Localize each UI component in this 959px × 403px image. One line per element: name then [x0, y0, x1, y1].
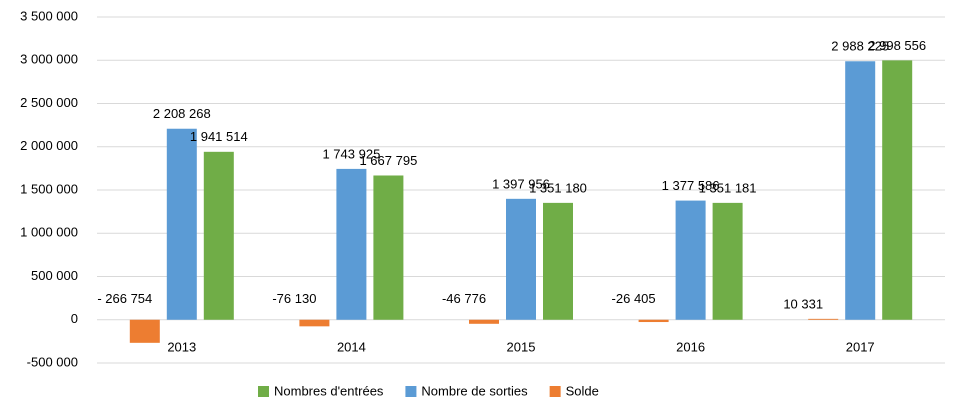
- bar: [373, 175, 404, 320]
- y-tick-label: 1 500 000: [20, 181, 78, 196]
- data-label: -26 405: [612, 291, 656, 306]
- y-tick-label: 2 000 000: [20, 138, 78, 153]
- legend-label: Nombres d'entrées: [274, 383, 384, 398]
- bar: [638, 319, 669, 323]
- bar: [203, 151, 234, 320]
- bar: [129, 319, 160, 343]
- bar: [299, 319, 330, 327]
- data-label: 1 397 956: [492, 176, 550, 191]
- y-tick-label: -500 000: [27, 354, 78, 369]
- bar: [166, 128, 197, 320]
- x-tick-label: 2016: [676, 339, 705, 354]
- bar: [506, 198, 536, 320]
- legend-swatch: [549, 386, 561, 397]
- data-label: -76 130: [272, 291, 316, 306]
- legend-label: Solde: [566, 383, 599, 398]
- data-label: - 266 754: [97, 291, 152, 306]
- data-label: 10 331: [783, 296, 823, 311]
- bar: [712, 202, 743, 320]
- x-tick-label: 2015: [507, 339, 536, 354]
- y-tick-label: 0: [71, 311, 78, 326]
- legend-swatch: [405, 386, 417, 397]
- x-tick-label: 2017: [846, 339, 875, 354]
- bar: [882, 60, 913, 320]
- data-label: 1 667 795: [359, 153, 417, 168]
- data-label: 2 998 556: [868, 38, 926, 53]
- bar: [543, 202, 573, 320]
- x-tick-label: 2013: [167, 339, 196, 354]
- data-label: 1 351 181: [699, 180, 757, 195]
- data-label: 1 941 514: [190, 129, 248, 144]
- legend-swatch: [258, 386, 269, 397]
- legend-label: Nombre de sorties: [421, 383, 528, 398]
- bar: [675, 200, 706, 320]
- y-tick-label: 1 000 000: [20, 225, 78, 240]
- y-tick-label: 3 000 000: [20, 52, 78, 67]
- y-tick-label: 2 500 000: [20, 95, 78, 110]
- data-label: -46 776: [442, 291, 486, 306]
- data-label: 1 351 180: [529, 180, 587, 195]
- bar: [336, 168, 367, 320]
- bar: [808, 318, 839, 320]
- data-label: 2 208 268: [153, 106, 211, 121]
- y-tick-label: 500 000: [31, 268, 78, 283]
- bar: [845, 61, 876, 320]
- data-label: 1 377 586: [662, 178, 720, 193]
- y-tick-label: 3 500 000: [20, 8, 78, 23]
- x-tick-label: 2014: [337, 339, 366, 354]
- data-label: 1 743 925: [322, 146, 380, 161]
- bar: [469, 319, 499, 324]
- data-label: 2 988 225: [831, 39, 889, 54]
